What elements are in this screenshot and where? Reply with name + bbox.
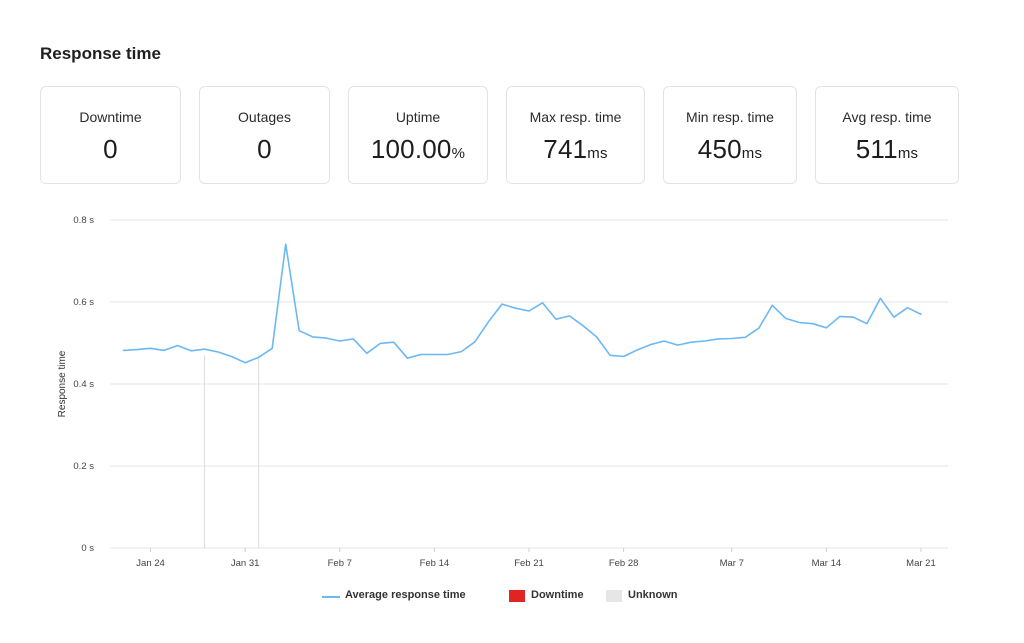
- stat-label: Outages: [238, 109, 291, 125]
- stat-label: Max resp. time: [529, 109, 622, 125]
- stat-label: Avg resp. time: [842, 109, 932, 125]
- y-tick-label: 0.6 s: [73, 297, 94, 308]
- stat-card-outages: Outages 0: [199, 86, 330, 184]
- legend-label: Average response time: [345, 589, 466, 601]
- stats-cards: Downtime 0 Outages 0 Uptime 100.00% Max …: [40, 86, 959, 186]
- response-time-chart: 0 s 0.2 s 0.4 s 0.6 s 0.8 s Jan 24 Jan 31 Feb 7…: [57, 215, 948, 569]
- legend-box-swatch: [606, 590, 622, 602]
- x-tick-label: Jan 31: [231, 558, 260, 569]
- y-tick-label: 0.2 s: [73, 461, 94, 472]
- x-tick-label: Feb 21: [514, 558, 544, 569]
- legend-box-swatch: [509, 590, 525, 602]
- stat-card-downtime: Downtime 0: [40, 86, 181, 184]
- stat-card-min-resp: Min resp. time 450ms: [663, 86, 797, 184]
- x-tick-label: Feb 7: [328, 558, 352, 569]
- series-line-average-response-time: [122, 243, 922, 364]
- stat-value: 450ms: [697, 134, 763, 164]
- y-tick-label: 0.4 s: [73, 379, 94, 390]
- stat-label: Min resp. time: [686, 109, 774, 125]
- page-title: Response time: [40, 44, 161, 63]
- stat-card-max-resp: Max resp. time 741ms: [506, 86, 645, 184]
- x-tick-label: Feb 14: [420, 558, 450, 569]
- stat-value: 741ms: [543, 134, 608, 164]
- y-axis-title: Response time: [57, 350, 68, 417]
- x-tick-label: Jan 24: [136, 558, 165, 569]
- x-tick-label: Mar 14: [812, 558, 842, 569]
- stat-value: 0: [257, 134, 272, 164]
- stat-label: Uptime: [395, 109, 441, 125]
- stat-value: 0: [103, 134, 118, 164]
- x-tick-label: Feb 28: [609, 558, 639, 569]
- stat-value: 511ms: [855, 134, 919, 164]
- stat-value: 100.00%: [370, 134, 466, 164]
- legend-label: Unknown: [628, 589, 678, 601]
- y-tick-label: 0.8 s: [73, 215, 94, 226]
- legend-label: Downtime: [531, 589, 584, 601]
- stat-card-avg-resp: Avg resp. time 511ms: [815, 86, 959, 184]
- y-tick-label: 0 s: [81, 543, 94, 554]
- x-tick-label: Mar 21: [906, 558, 936, 569]
- x-tick-label: Mar 7: [720, 558, 744, 569]
- stat-label: Downtime: [79, 109, 142, 125]
- legend-line-swatch: [322, 596, 340, 598]
- stat-card-uptime: Uptime 100.00%: [348, 86, 488, 184]
